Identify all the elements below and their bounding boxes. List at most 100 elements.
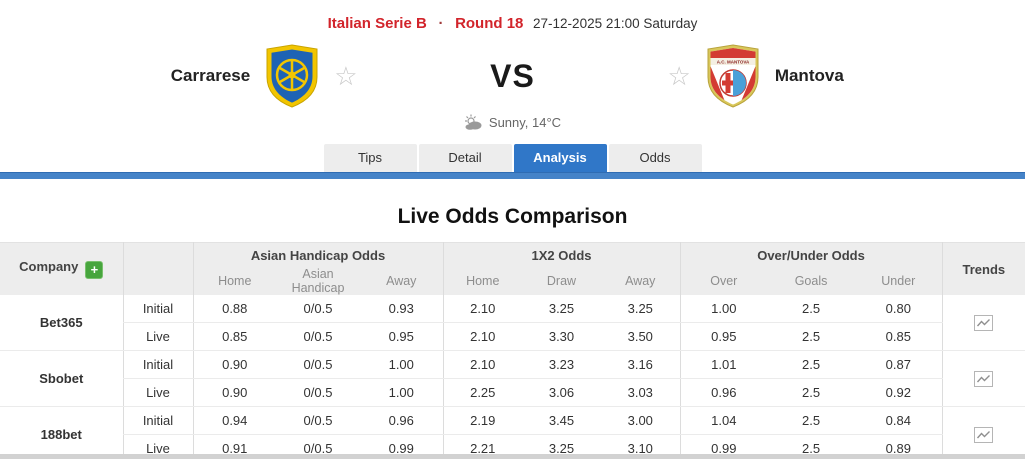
ah-odds-value: 0.85 bbox=[192, 322, 276, 351]
x12-odds-value: 3.03 bbox=[601, 378, 681, 407]
x12-odds-value: 3.25 bbox=[601, 295, 681, 323]
tab-analysis[interactable]: Analysis bbox=[513, 144, 607, 172]
home-team-name: Carrarese bbox=[170, 66, 251, 85]
company-name: 188bet bbox=[0, 406, 123, 459]
ah-odds-value: 0/0.5 bbox=[276, 350, 360, 379]
tab-odds[interactable]: Odds bbox=[608, 144, 702, 172]
ah-odds-value: 0.90 bbox=[192, 378, 276, 407]
vs-label: VS bbox=[490, 57, 535, 94]
asian-handicap-group-header: Asian Handicap Odds bbox=[192, 242, 443, 267]
horizontal-scrollbar[interactable] bbox=[0, 454, 1025, 459]
ah-handicap-header: Asian Handicap bbox=[276, 267, 360, 295]
away-favorite-star-icon[interactable]: ☆ bbox=[667, 61, 691, 91]
ou-odds-value: 1.00 bbox=[679, 295, 768, 323]
ou-goals-header: Goals bbox=[767, 267, 856, 295]
x12-home-header: Home bbox=[442, 267, 522, 295]
meta-separator: · bbox=[438, 15, 444, 32]
ou-odds-value: 0.85 bbox=[855, 322, 943, 351]
x12-odds-value: 3.45 bbox=[522, 406, 601, 435]
x12-odds-value: 3.16 bbox=[601, 350, 681, 379]
x12-odds-value: 2.25 bbox=[442, 378, 522, 407]
odds-row: Live 0.90 0/0.5 1.00 2.25 3.06 3.03 0.96 2.5 0.92 bbox=[0, 378, 1025, 407]
match-datetime: 27-12-2025 21:00 Saturday bbox=[533, 16, 698, 31]
away-team-name: Mantova bbox=[774, 66, 844, 85]
1x2-group-header: 1X2 Odds bbox=[442, 242, 681, 267]
x12-odds-value: 3.30 bbox=[522, 322, 601, 351]
ah-odds-value: 1.00 bbox=[360, 350, 443, 379]
odds-row: Bet365 Initial 0.88 0/0.5 0.93 2.10 3.25 3.25 1.… bbox=[0, 295, 1025, 351]
x12-odds-value: 3.23 bbox=[522, 350, 601, 379]
ou-odds-value: 0.96 bbox=[679, 378, 768, 407]
ou-odds-value: 0.95 bbox=[679, 322, 768, 351]
ou-odds-value: 0.92 bbox=[855, 378, 943, 407]
ou-odds-value: 1.01 bbox=[679, 350, 768, 379]
ah-odds-value: 0.96 bbox=[360, 406, 443, 435]
tab-tips[interactable]: Tips bbox=[323, 144, 417, 172]
x12-odds-value: 2.10 bbox=[442, 322, 522, 351]
ah-odds-value: 0/0.5 bbox=[276, 378, 360, 407]
odds-row: Live 0.85 0/0.5 0.95 2.10 3.30 3.50 0.95 2.5 0.85 bbox=[0, 322, 1025, 351]
header-sub-row: Home Asian Handicap Away Home Draw Away … bbox=[0, 267, 1025, 295]
tab-bar: Tips Detail Analysis Odds bbox=[0, 144, 1025, 172]
x12-odds-value: 3.06 bbox=[522, 378, 601, 407]
tab-detail[interactable]: Detail bbox=[418, 144, 512, 172]
trends-cell bbox=[941, 350, 1025, 407]
ou-odds-value: 2.5 bbox=[767, 350, 856, 379]
ah-odds-value: 0/0.5 bbox=[276, 322, 360, 351]
ou-odds-value: 2.5 bbox=[767, 406, 856, 435]
ah-odds-value: 0.94 bbox=[192, 406, 276, 435]
ou-over-header: Over bbox=[679, 267, 768, 295]
ou-under-header: Under bbox=[855, 267, 943, 295]
away-team-block: ☆ A.C. MANTOVA Mantova bbox=[578, 44, 1025, 108]
trend-chart-icon[interactable] bbox=[974, 426, 994, 443]
ah-odds-value: 1.00 bbox=[360, 378, 443, 407]
ou-odds-value: 1.04 bbox=[679, 406, 768, 435]
section-title: Live Odds Comparison bbox=[397, 205, 628, 228]
home-team-badge bbox=[266, 44, 318, 108]
match-meta: Italian Serie B · Round 18 27-12-2025 21… bbox=[0, 0, 1025, 32]
ah-odds-value: 0.95 bbox=[360, 322, 443, 351]
trends-cell bbox=[941, 295, 1025, 351]
live-odds-table: Company + Asian Handicap Odds 1X2 Odds Ov… bbox=[0, 242, 1025, 459]
company-name: Sbobet bbox=[0, 350, 123, 407]
row-type-label: Initial bbox=[122, 350, 193, 379]
tab-underline bbox=[0, 172, 1025, 179]
trend-chart-icon[interactable] bbox=[974, 314, 994, 331]
ah-home-header: Home bbox=[192, 267, 276, 295]
svg-text:A.C. MANTOVA: A.C. MANTOVA bbox=[717, 60, 750, 65]
row-type-header bbox=[122, 242, 193, 295]
home-team-block: Carrarese ☆ bbox=[0, 44, 448, 108]
ah-odds-value: 0.90 bbox=[192, 350, 276, 379]
header-group-row: Company + Asian Handicap Odds 1X2 Odds Ov… bbox=[0, 242, 1025, 295]
ou-odds-value: 2.5 bbox=[767, 322, 856, 351]
x12-odds-value: 3.50 bbox=[601, 322, 681, 351]
row-type-label: Live bbox=[122, 322, 193, 351]
ou-odds-value: 2.5 bbox=[767, 295, 856, 323]
trends-cell bbox=[941, 406, 1025, 459]
row-type-label: Live bbox=[122, 378, 193, 407]
weather-sun-cloud-icon bbox=[464, 114, 482, 130]
x12-odds-value: 3.25 bbox=[522, 295, 601, 323]
odds-row: Sbobet Initial 0.90 0/0.5 1.00 2.10 3.23 3.16 1.… bbox=[0, 350, 1025, 407]
teams-row: Carrarese ☆ VS ☆ bbox=[0, 44, 1025, 108]
away-team-badge: A.C. MANTOVA bbox=[707, 44, 759, 108]
ah-odds-value: 0/0.5 bbox=[276, 295, 360, 323]
add-company-icon[interactable]: + bbox=[85, 261, 104, 279]
league-name: Italian Serie B bbox=[327, 15, 427, 32]
x12-odds-value: 2.19 bbox=[442, 406, 522, 435]
x12-odds-value: 2.10 bbox=[442, 295, 522, 323]
trends-header: Trends bbox=[941, 242, 1025, 295]
trend-chart-icon[interactable] bbox=[974, 370, 994, 387]
x12-odds-value: 2.10 bbox=[442, 350, 522, 379]
x12-draw-header: Draw bbox=[522, 267, 601, 295]
weather-text: Sunny, 14°C bbox=[488, 114, 562, 130]
company-name: Bet365 bbox=[0, 295, 123, 351]
row-type-label: Initial bbox=[122, 295, 193, 323]
row-type-label: Initial bbox=[122, 406, 193, 435]
weather-info: Sunny, 14°C bbox=[0, 114, 1025, 130]
ou-odds-value: 0.87 bbox=[855, 350, 943, 379]
ah-odds-value: 0.93 bbox=[360, 295, 443, 323]
home-favorite-star-icon[interactable]: ☆ bbox=[334, 61, 358, 91]
odds-row: 188bet Initial 0.94 0/0.5 0.96 2.19 3.45 3.00 1.… bbox=[0, 406, 1025, 459]
